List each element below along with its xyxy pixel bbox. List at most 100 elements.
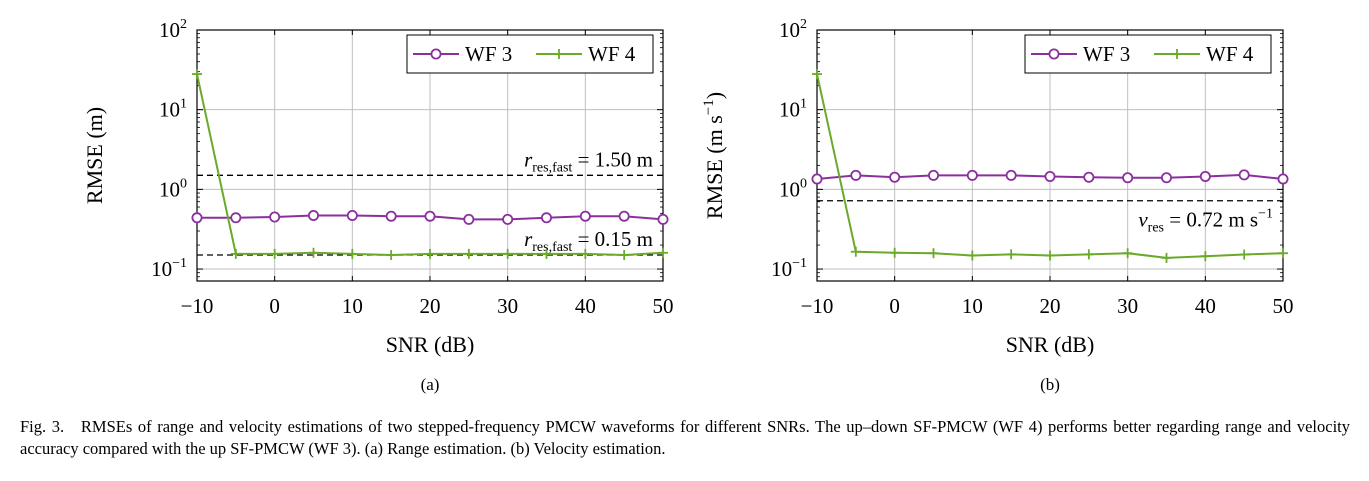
reference-value: = 0.72 m s <box>1164 208 1258 232</box>
reference-subscript: res,fast <box>532 160 572 175</box>
y-tick-base: 10 <box>151 257 172 281</box>
data-point <box>619 250 630 261</box>
data-point <box>850 169 862 181</box>
data-point <box>967 250 978 261</box>
legend: WF 3 WF 4 <box>406 34 654 74</box>
figure-label: Fig. 3. <box>20 417 65 436</box>
x-tick-label: 10 <box>962 294 983 318</box>
data-point <box>889 247 900 258</box>
data-point <box>425 248 435 259</box>
legend-label: WF 3 <box>465 42 512 66</box>
data-point <box>269 248 280 259</box>
y-tick-base: 10 <box>779 18 800 42</box>
y-tick-base: 10 <box>779 177 800 201</box>
data-point <box>1200 251 1211 262</box>
x-tick-label: 10 <box>342 294 363 318</box>
data-point <box>385 210 397 222</box>
x-tick-label: 30 <box>497 294 518 318</box>
reference-variable: v <box>1138 208 1148 232</box>
x-tick-label: 50 <box>1273 294 1294 318</box>
data-point <box>269 211 281 223</box>
data-point <box>1083 171 1095 183</box>
data-point <box>386 250 397 261</box>
data-point <box>1239 249 1250 260</box>
reference-value: = 0.15 m <box>572 227 653 251</box>
x-tick-label: 40 <box>575 294 596 318</box>
data-point <box>192 69 202 80</box>
data-point <box>347 248 358 259</box>
y-tick-base: 10 <box>159 18 180 42</box>
data-point <box>1278 248 1288 259</box>
x-tick-label: 0 <box>269 294 280 318</box>
legend: WF 3 WF 4 <box>1024 34 1272 74</box>
data-point <box>1161 172 1173 184</box>
y-tick-base: 10 <box>159 98 180 122</box>
panel-label: (a) <box>421 375 440 394</box>
y-tick-exponent: 1 <box>180 97 187 112</box>
y-tick-base: 10 <box>159 177 180 201</box>
reference-label: rres,fast = 0.15 m <box>524 227 653 255</box>
y-tick-label: 102 <box>779 17 807 42</box>
data-point <box>1045 250 1055 261</box>
reference-variable: r <box>524 227 533 251</box>
legend-label: WF 4 <box>1206 42 1254 66</box>
caption-text: RMSEs of range and velocity estimations … <box>20 417 1350 458</box>
x-axis-label: SNR (dB) <box>386 332 475 357</box>
y-axis-label-end: ) <box>702 92 727 99</box>
y-tick-exponent: −1 <box>172 256 187 271</box>
x-tick-label: −10 <box>181 294 214 318</box>
y-tick-label: 100 <box>779 176 807 201</box>
legend-marker <box>1048 48 1060 60</box>
data-point <box>1161 252 1172 263</box>
data-point <box>928 248 939 259</box>
legend-label: WF 3 <box>1083 42 1130 66</box>
data-point <box>812 69 822 80</box>
data-point <box>307 209 319 221</box>
data-point <box>502 248 513 259</box>
data-point <box>191 212 203 224</box>
y-tick-label: 102 <box>159 17 187 42</box>
figure-caption: Fig. 3. RMSEs of range and velocity esti… <box>20 416 1350 460</box>
y-tick-label: 101 <box>779 97 807 122</box>
x-tick-label: 40 <box>1195 294 1216 318</box>
data-point <box>1044 171 1056 183</box>
reference-superscript: −1 <box>1258 207 1273 222</box>
data-point <box>463 248 474 259</box>
data-point <box>1006 249 1017 260</box>
y-tick-exponent: −1 <box>792 256 807 271</box>
data-point <box>1122 248 1133 259</box>
data-point <box>1083 249 1094 260</box>
legend-label: WF 4 <box>588 42 636 66</box>
data-point <box>811 173 823 185</box>
data-point <box>230 248 241 259</box>
reference-variable: r <box>524 147 533 171</box>
reference-subscript: res,fast <box>532 240 572 255</box>
y-axis-label-superscript: −1 <box>701 99 717 115</box>
data-point <box>346 209 358 221</box>
y-axis-label: RMSE (m s−1) <box>701 92 727 219</box>
reference-value: = 1.50 m <box>572 147 653 171</box>
y-tick-label: 10−1 <box>771 256 807 281</box>
data-point <box>1005 169 1017 181</box>
y-axis-label: RMSE (m) <box>82 107 107 204</box>
data-point <box>928 169 940 181</box>
panel-label: (b) <box>1040 375 1060 394</box>
data-point <box>850 246 861 257</box>
reference-label: vres = 0.72 m s−1 <box>1138 207 1273 236</box>
data-point <box>424 210 436 222</box>
legend-marker <box>430 48 442 60</box>
data-point <box>618 210 630 222</box>
data-point <box>541 212 553 224</box>
data-point <box>889 171 901 183</box>
data-point <box>502 213 514 225</box>
data-point <box>1122 172 1134 184</box>
reference-subscript: res <box>1148 221 1164 236</box>
y-tick-exponent: 2 <box>180 17 187 32</box>
x-tick-label: 0 <box>889 294 900 318</box>
data-point <box>230 212 242 224</box>
data-point <box>1199 171 1211 183</box>
x-tick-label: 30 <box>1117 294 1138 318</box>
